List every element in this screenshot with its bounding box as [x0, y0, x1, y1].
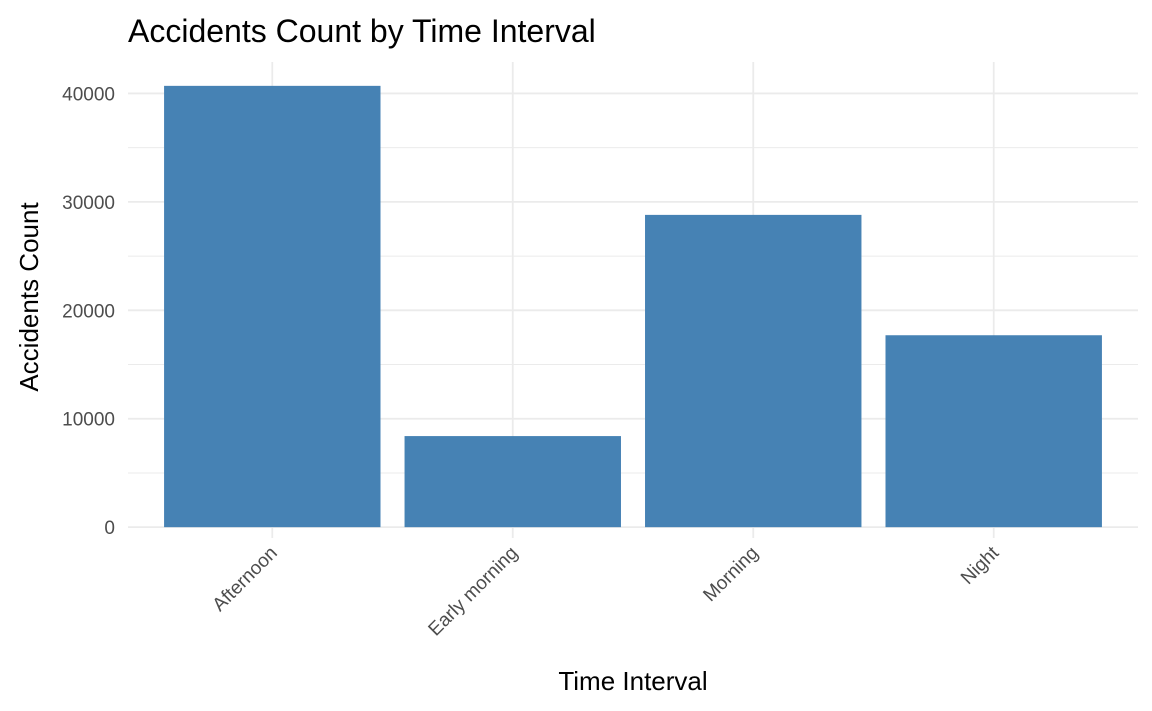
- x-tick-label: Afternoon: [209, 543, 282, 616]
- bar-early-morning: [404, 436, 621, 528]
- y-axis-ticks: 0 10000 20000 30000 40000: [62, 84, 115, 539]
- chart-title: Accidents Count by Time Interval: [128, 13, 596, 49]
- y-tick-label: 40000: [62, 84, 115, 105]
- x-tick-label: Early morning: [425, 543, 523, 641]
- bar-afternoon: [164, 85, 381, 528]
- y-axis-title: Accidents Count: [14, 202, 44, 392]
- x-axis-ticks: Afternoon Early morning Morning Night: [209, 542, 1004, 640]
- bars: [164, 85, 1102, 528]
- y-tick-label: 20000: [62, 301, 115, 322]
- x-tick-label: Night: [957, 542, 1004, 589]
- x-tick-label: Morning: [699, 543, 762, 606]
- bar-night: [885, 335, 1102, 528]
- bar-morning: [645, 214, 862, 528]
- y-tick-label: 0: [104, 518, 115, 539]
- x-axis-title: Time Interval: [558, 666, 707, 696]
- y-tick-label: 10000: [62, 410, 115, 431]
- y-tick-label: 30000: [62, 193, 115, 214]
